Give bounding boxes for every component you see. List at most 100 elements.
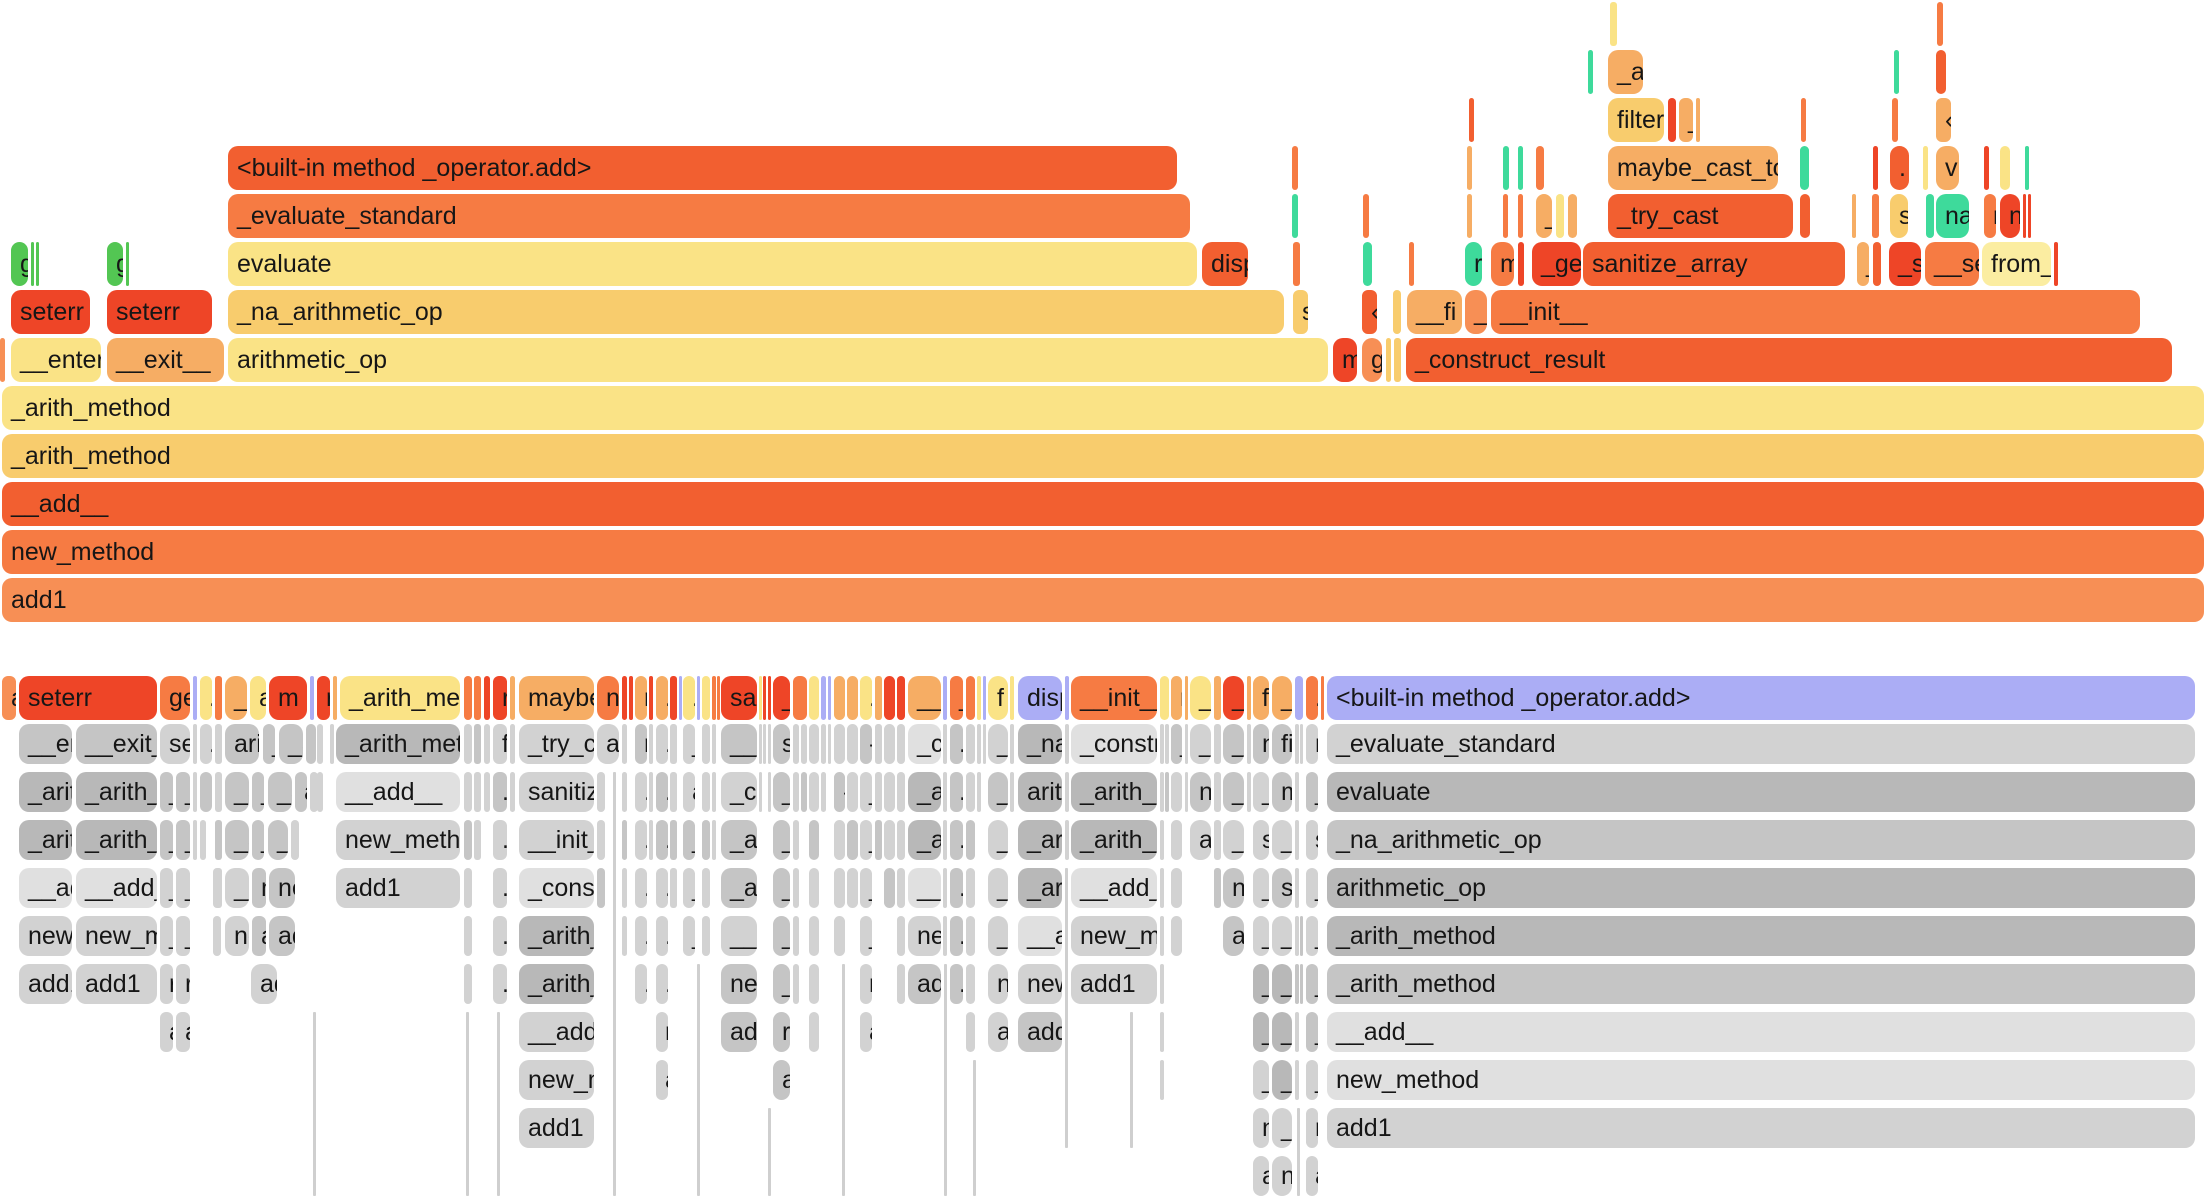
- frame[interactable]: v: [1936, 146, 1959, 190]
- frame[interactable]: evaluate: [1327, 772, 2195, 812]
- frame[interactable]: add1: [2, 578, 2204, 622]
- frame-sliver[interactable]: [36, 242, 39, 286]
- frame[interactable]: _: [1253, 1060, 1269, 1100]
- frame[interactable]: n: [252, 868, 266, 908]
- frame[interactable]: ad: [251, 964, 277, 1004]
- frame[interactable]: _construct_result: [1071, 724, 1157, 764]
- frame[interactable]: __add__: [519, 1012, 594, 1052]
- frame[interactable]: .: [656, 724, 668, 764]
- frame[interactable]: ‹: [1362, 290, 1377, 334]
- frame[interactable]: __add__: [1327, 1012, 2195, 1052]
- frame[interactable]: _a: [225, 772, 249, 812]
- frame-sliver[interactable]: [697, 676, 700, 720]
- frame[interactable]: __add__: [336, 772, 460, 812]
- frame-sliver[interactable]: [1160, 868, 1164, 908]
- frame[interactable]: _: [1306, 964, 1318, 1004]
- frame-sliver[interactable]: [828, 676, 831, 720]
- frame-sliver[interactable]: [622, 868, 627, 908]
- frame-sliver[interactable]: [1872, 194, 1879, 238]
- frame-sliver[interactable]: [966, 916, 975, 956]
- frame-sliver[interactable]: [484, 676, 490, 720]
- frame-sliver[interactable]: [1894, 50, 1899, 94]
- frame-sliver[interactable]: [215, 772, 222, 812]
- frame[interactable]: _a: [1223, 724, 1244, 764]
- frame[interactable]: _: [860, 916, 872, 956]
- frame-sliver[interactable]: [966, 820, 975, 860]
- frame-sliver[interactable]: [291, 820, 299, 860]
- frame[interactable]: add1: [1327, 1108, 2195, 1148]
- frame-sliver[interactable]: [670, 868, 677, 908]
- frame[interactable]: .: [656, 964, 668, 1004]
- frame-sliver[interactable]: [897, 964, 905, 1004]
- frame[interactable]: add1: [519, 1108, 594, 1148]
- frame[interactable]: a: [683, 772, 695, 812]
- frame[interactable]: __exit__: [107, 338, 224, 382]
- frame[interactable]: new_method: [1018, 964, 1062, 1004]
- frame-sliver[interactable]: [801, 772, 807, 812]
- frame[interactable]: .: [1171, 868, 1182, 908]
- frame[interactable]: _: [160, 916, 173, 956]
- frame[interactable]: f: [1253, 676, 1269, 720]
- frame[interactable]: new_method: [519, 1060, 594, 1100]
- frame-sliver[interactable]: [966, 724, 975, 764]
- frame[interactable]: __: [721, 916, 757, 956]
- frame[interactable]: _try_cast: [1608, 194, 1793, 238]
- frame[interactable]: _: [160, 868, 173, 908]
- frame-sliver[interactable]: [464, 916, 472, 956]
- frame[interactable]: _na_arithmetic_op: [1018, 724, 1062, 764]
- frame[interactable]: a: [809, 1012, 819, 1052]
- frame[interactable]: .: [1394, 338, 1401, 382]
- frame-sliver[interactable]: [897, 676, 905, 720]
- frame-sliver[interactable]: [193, 724, 197, 764]
- frame[interactable]: .: [656, 772, 668, 812]
- frame-sliver[interactable]: [1801, 98, 1806, 142]
- frame[interactable]: _: [683, 868, 695, 908]
- frame[interactable]: _: [683, 916, 695, 956]
- frame-sliver[interactable]: [622, 676, 627, 720]
- frame-sliver[interactable]: [966, 964, 975, 1004]
- frame[interactable]: .: [950, 916, 963, 956]
- frame[interactable]: __exit__: [76, 724, 157, 764]
- frame[interactable]: .: [950, 820, 963, 860]
- frame[interactable]: s: [1890, 194, 1908, 238]
- frame[interactable]: .: [635, 964, 647, 1004]
- frame-sliver[interactable]: [793, 868, 799, 908]
- frame-sliver[interactable]: [1936, 50, 1946, 94]
- frame[interactable]: maybe_cast_to: [519, 676, 594, 720]
- frame[interactable]: _: [773, 676, 790, 720]
- frame-sliver[interactable]: [2023, 194, 2026, 238]
- frame-sliver[interactable]: [1160, 1060, 1164, 1100]
- frame-sliver[interactable]: [1926, 194, 1934, 238]
- frame-sliver[interactable]: [983, 724, 986, 764]
- frame[interactable]: .: [1890, 146, 1909, 190]
- frame[interactable]: _: [176, 916, 190, 956]
- frame-sliver[interactable]: [768, 772, 771, 812]
- frame[interactable]: _construct_result: [519, 868, 594, 908]
- frame-sliver[interactable]: [2000, 146, 2010, 190]
- frame[interactable]: __add__: [1071, 868, 1157, 908]
- frame[interactable]: a: [213, 916, 221, 956]
- frame[interactable]: new_method: [76, 916, 157, 956]
- frame-sliver[interactable]: [897, 820, 905, 860]
- frame-sliver[interactable]: [828, 724, 831, 764]
- frame-sliver[interactable]: [1892, 98, 1898, 142]
- frame[interactable]: _: [1253, 964, 1269, 1004]
- frame[interactable]: _c: [721, 772, 757, 812]
- frame[interactable]: .: [1171, 916, 1182, 956]
- frame-sliver[interactable]: [670, 676, 677, 720]
- frame[interactable]: _: [773, 868, 790, 908]
- frame[interactable]: .: [834, 916, 845, 956]
- frame-sliver[interactable]: [310, 676, 314, 720]
- frame-sliver[interactable]: [193, 820, 197, 860]
- frame[interactable]: n: [1253, 1108, 1269, 1148]
- frame[interactable]: .: [884, 724, 895, 764]
- frame-sliver[interactable]: [1800, 194, 1810, 238]
- frame-sliver[interactable]: [1010, 772, 1014, 812]
- frame-sliver[interactable]: [193, 676, 197, 720]
- frame[interactable]: dispatch: [1202, 242, 1248, 286]
- frame[interactable]: .: [656, 916, 668, 956]
- frame[interactable]: _: [1272, 916, 1292, 956]
- frame[interactable]: filter: [1608, 98, 1664, 142]
- frame-sliver[interactable]: [1185, 724, 1188, 764]
